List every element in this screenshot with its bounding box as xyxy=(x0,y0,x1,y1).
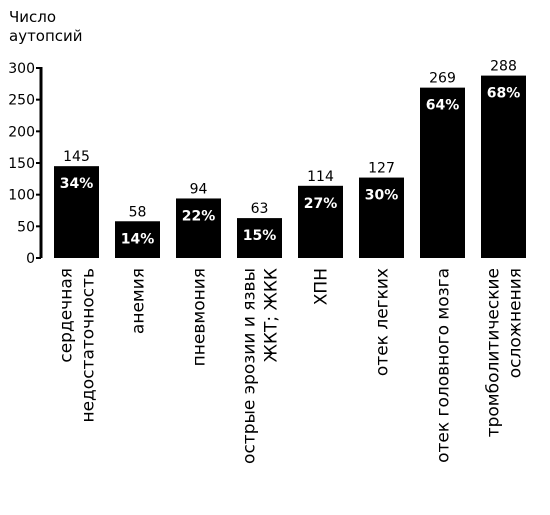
y-tick-label: 50 xyxy=(17,219,35,235)
bar-percent-label: 68% xyxy=(487,86,521,102)
y-tick-label: 0 xyxy=(26,251,35,267)
bar xyxy=(420,87,465,258)
y-axis-label: Число аутопсий xyxy=(9,8,129,46)
bar-percent-label: 34% xyxy=(60,176,94,192)
y-axis-label-line-1: Число xyxy=(9,8,57,26)
bar-percent-label: 14% xyxy=(121,231,155,247)
bar xyxy=(359,177,404,258)
bar-percent-label: 15% xyxy=(243,228,277,244)
x-category-label: отек головного мозга xyxy=(434,268,454,463)
bar xyxy=(176,198,221,258)
bar-value-label: 288 xyxy=(490,59,517,75)
bar-percent-label: 22% xyxy=(182,208,216,224)
x-category-label: отек легких xyxy=(373,268,393,376)
bar-value-label: 269 xyxy=(429,71,456,87)
x-category-label: осложнения xyxy=(506,268,526,378)
bar-value-label: 127 xyxy=(368,161,395,177)
y-tick-label: 250 xyxy=(8,93,35,109)
bar xyxy=(298,185,343,258)
bar-value-label: 94 xyxy=(190,181,208,197)
x-category-label: острые эрозии и язвы xyxy=(240,268,260,464)
bar xyxy=(115,221,160,258)
bar-value-label: 114 xyxy=(307,169,334,185)
y-tick-label: 150 xyxy=(8,156,35,172)
x-category-label: сердечная xyxy=(57,268,77,363)
bar xyxy=(54,166,99,258)
bar-value-label: 145 xyxy=(63,149,90,165)
x-category-label: пневмония xyxy=(190,268,210,366)
x-category-label: ХПН xyxy=(312,268,332,305)
bar xyxy=(237,218,282,258)
y-tick-label: 300 xyxy=(8,61,35,77)
bar-value-label: 63 xyxy=(251,201,269,217)
x-category-label: тромболитические xyxy=(484,268,504,437)
bar-value-label: 58 xyxy=(129,204,147,220)
y-tick-label: 200 xyxy=(8,124,35,140)
x-category-label: недостаточность xyxy=(79,268,99,423)
y-tick-label: 100 xyxy=(8,188,35,204)
bar xyxy=(481,75,526,258)
y-axis-label-line-2: аутопсий xyxy=(9,27,83,45)
bar-percent-label: 30% xyxy=(365,188,399,204)
bar-percent-label: 64% xyxy=(426,98,460,114)
bar-percent-label: 27% xyxy=(304,196,338,212)
x-category-label: анемия xyxy=(129,268,149,334)
x-category-label: ЖКТ; ЖКК xyxy=(262,268,282,362)
